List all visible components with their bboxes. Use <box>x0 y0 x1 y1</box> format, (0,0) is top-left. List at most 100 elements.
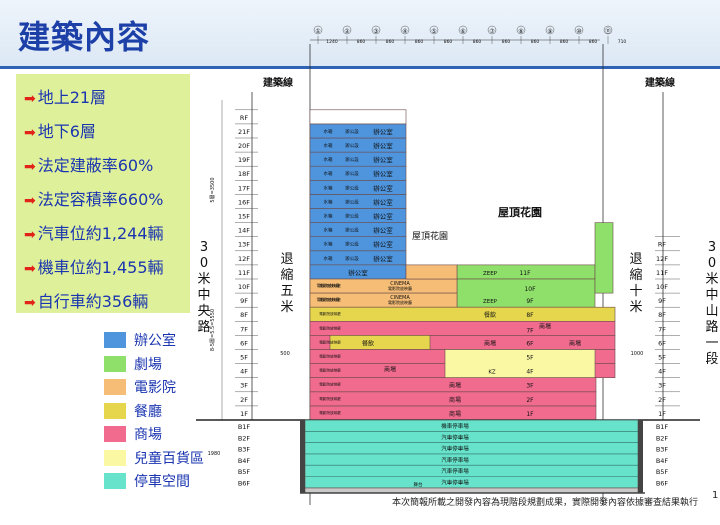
left-basement-label: B5F <box>238 468 251 476</box>
legend-label: 兒童百貨區 <box>134 450 204 467</box>
right-floor-label: 7F <box>658 325 666 333</box>
summary-text: 地下6層 <box>37 122 96 141</box>
dimension-label: 860 <box>560 39 569 45</box>
cinema-label: CINEMA <box>390 281 410 287</box>
floor-tag: 1F <box>526 411 534 418</box>
left-floor-label: 3F <box>240 382 248 390</box>
grid-marker-label: ⑧ <box>518 28 523 35</box>
grid-marker-label: ⑦ <box>489 28 495 35</box>
legend-label: 停車空間 <box>134 474 190 490</box>
left-basement-label: B4F <box>238 457 251 465</box>
arrow-icon: ➡ <box>24 159 36 175</box>
office-label: 辦公室 <box>348 268 368 277</box>
left-floor-label: 1F <box>240 410 248 418</box>
office-label: 辦公室 <box>373 240 393 249</box>
dimension-label: 860 <box>444 39 453 45</box>
floor-note: 電影院放映廳 <box>319 283 341 288</box>
summary-text: 自行車約356輛 <box>37 292 149 311</box>
mall-label: 商場 <box>484 339 496 347</box>
grid-marker-label: ④ <box>402 28 407 35</box>
right-building-line-label: 建築線 <box>644 76 675 89</box>
legend-swatch <box>104 426 126 442</box>
summary-text: 法定容積率660% <box>37 190 164 209</box>
right-floor-label: 12F <box>656 255 668 263</box>
office-tag: 水箱 <box>324 142 333 149</box>
office-label: 辦公室 <box>373 127 393 136</box>
setback-dimension-label: 1000 <box>631 351 644 357</box>
parking-label: 汽車停車場 <box>441 433 469 441</box>
arrow-icon: ➡ <box>24 125 36 141</box>
roof-level <box>309 109 407 125</box>
left-basement-label: B6F <box>238 480 251 488</box>
left-floor-label: 13F <box>238 241 250 249</box>
grid-marker <box>545 25 555 35</box>
parking-label: 汽車停車場 <box>441 456 469 464</box>
office-tag: 辦公設 <box>345 213 359 220</box>
legend-swatch <box>104 449 126 466</box>
right-floor-label: 4F <box>658 368 666 376</box>
legend-swatch <box>104 355 126 372</box>
mall-floor <box>309 320 616 336</box>
office-tag: 水箱 <box>324 128 333 135</box>
right-basement-label: B6F <box>656 480 669 488</box>
cinema-floor <box>405 264 458 280</box>
floor-note: 電影院放映廳 <box>319 368 341 373</box>
left-floor-label: 15F <box>238 213 250 221</box>
left-basement-label: B3F <box>238 446 251 454</box>
left-floor-label: 12F <box>238 255 250 263</box>
office-tag: 辦公設 <box>345 198 359 205</box>
roof-garden-label: 屋頂花園 <box>498 205 542 219</box>
right-floor-label: 1F <box>658 410 666 418</box>
left-floor-label: 21F <box>238 128 250 136</box>
arrow-icon: ➡ <box>24 227 36 243</box>
left-floor-label: 6F <box>240 339 248 347</box>
dimension-label: 860 <box>386 39 395 45</box>
summary-item: ➡ 自行車約356輛 <box>24 288 148 312</box>
parking-label: 汽車停車場 <box>441 467 469 475</box>
grid-marker-label: ⑨ <box>547 28 552 35</box>
left-floor-label: 14F <box>238 227 250 235</box>
right-floor-label: 8F <box>658 311 666 319</box>
office-tag: 水箱 <box>324 213 333 220</box>
legend-label: 餐廳 <box>134 403 162 420</box>
left-floor-label: 16F <box>238 198 250 206</box>
grid-marker <box>458 25 468 35</box>
page-number: 1 <box>712 490 719 501</box>
office-tag: 辦公設 <box>345 241 359 248</box>
left-floor-label: 19F <box>238 156 250 164</box>
left-floor-label: 11F <box>238 269 250 277</box>
restaurant-label: 餐飲 <box>362 339 374 347</box>
theater-hall <box>456 278 596 308</box>
dimension-label: 1240 <box>326 39 338 45</box>
left-retaining-wall <box>300 420 305 493</box>
grid-marker-label: ⑥ <box>460 28 465 35</box>
cinema-sub-label: 電影院放映廳 <box>388 285 412 291</box>
office-tag: 辦公設 <box>345 128 359 135</box>
floor-tag: 8F <box>526 312 534 319</box>
grid-marker <box>313 25 323 35</box>
mall-label: 商場 <box>384 366 396 374</box>
summary-item: ➡ 法定容積率660% <box>24 186 163 210</box>
basement-foundation <box>304 487 639 494</box>
floor-note: 電影院放映廳 <box>319 339 341 344</box>
grid-marker <box>487 25 497 35</box>
right-floor-label: 9F <box>658 297 666 305</box>
grid-marker <box>429 25 439 35</box>
depth-dimension-label: 1980 <box>208 451 221 457</box>
floor-note: 電影院放映廳 <box>319 410 341 415</box>
foundation-label: 舞台 <box>414 481 423 488</box>
arrow-icon: ➡ <box>24 261 36 277</box>
legend-swatch <box>104 402 126 419</box>
floor-note: 電影院放映廳 <box>319 297 341 302</box>
restaurant-floor <box>329 335 431 350</box>
left-setback-label: 退縮五米 <box>280 252 294 315</box>
arrow-icon: ➡ <box>24 193 36 209</box>
parking-label: 汽車停車場 <box>441 445 469 453</box>
floor-tag: 11F <box>519 270 531 277</box>
grid-marker <box>516 25 526 35</box>
grid-marker <box>603 25 613 35</box>
left-building-line-label: 建築線 <box>262 76 293 89</box>
floor-tag: 9F <box>526 298 534 305</box>
office-tag: 水箱 <box>324 241 333 248</box>
